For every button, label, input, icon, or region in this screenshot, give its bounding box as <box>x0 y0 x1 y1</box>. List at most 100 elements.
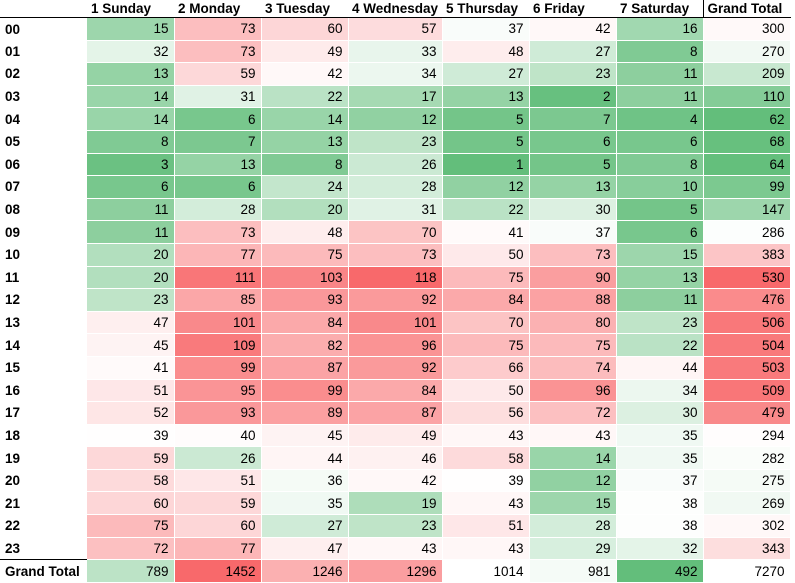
heatmap-cell: 60 <box>261 17 349 41</box>
column-header: 4 Wednesday <box>348 0 443 18</box>
table-row: 05 8 7 13 23 5 6 6 68 <box>0 130 791 154</box>
row-label: 10 <box>5 247 21 263</box>
heatmap-cell: 1 <box>442 153 530 177</box>
row-label: 01 <box>5 43 21 59</box>
heatmap-cell: 73 <box>174 220 262 244</box>
row-label: 03 <box>5 89 21 105</box>
column-total-cell: 492 <box>616 559 704 583</box>
heatmap-cell: 22 <box>261 85 349 109</box>
heatmap-cell: 111 <box>174 266 262 290</box>
heatmap-cell: 57 <box>348 17 443 41</box>
heatmap-cell: 11 <box>616 85 704 109</box>
heatmap-cell: 28 <box>174 198 262 222</box>
heatmap-cell: 48 <box>442 40 530 64</box>
heatmap-cell: 34 <box>616 379 704 403</box>
heatmap-cell: 41 <box>87 356 175 380</box>
heatmap-cell: 43 <box>529 424 617 448</box>
heatmap-cell: 30 <box>529 198 617 222</box>
heatmap-cell: 34 <box>348 62 443 86</box>
row-total-cell: 62 <box>702 107 791 131</box>
row-total-cell: 302 <box>702 514 791 538</box>
heatmap-cell: 28 <box>529 514 617 538</box>
row-total-cell: 147 <box>702 198 791 222</box>
heatmap-cell: 13 <box>174 153 262 177</box>
heatmap-cell: 6 <box>616 220 704 244</box>
heatmap-cell: 23 <box>348 130 443 154</box>
heatmap-cell: 60 <box>87 491 175 516</box>
heatmap-cell: 24 <box>261 175 349 199</box>
heatmap-cell: 51 <box>87 379 175 403</box>
heatmap-cell: 75 <box>529 333 617 357</box>
heatmap-cell: 75 <box>442 333 530 357</box>
heatmap-cell: 28 <box>348 175 443 199</box>
heatmap-cell: 12 <box>348 107 443 131</box>
heatmap-cell: 17 <box>348 85 443 109</box>
heatmap-cell: 42 <box>261 62 349 86</box>
row-label: 16 <box>5 382 21 398</box>
heatmap-cell: 13 <box>442 85 530 109</box>
heatmap-cell: 118 <box>348 266 443 290</box>
heatmap-cell: 22 <box>616 333 704 357</box>
heatmap-cell: 5 <box>442 130 530 154</box>
heatmap-cell: 75 <box>442 266 530 290</box>
heatmap-cell: 11 <box>87 220 175 244</box>
heatmap-cell: 29 <box>529 537 617 561</box>
heatmap-cell: 11 <box>87 198 175 222</box>
heatmap-cell: 74 <box>529 356 617 380</box>
column-total-cell: 981 <box>529 559 617 583</box>
table-row: 02 13 59 42 34 27 23 11 209 <box>0 62 791 86</box>
heatmap-cell: 2 <box>529 85 617 109</box>
heatmap-cell: 73 <box>174 17 262 41</box>
table-row: 08 11 28 20 31 22 30 5 147 <box>0 198 791 222</box>
row-total-cell: 383 <box>702 243 791 267</box>
row-label: 13 <box>5 315 21 331</box>
heatmap-cell: 84 <box>442 288 530 312</box>
row-total-cell: 282 <box>702 446 791 470</box>
row-total-cell: 110 <box>702 85 791 109</box>
column-header-row: 1 Sunday 2 Monday 3 Tuesday 4 Wednesday 5 Th… <box>0 0 791 18</box>
heatmap-cell: 20 <box>261 198 349 222</box>
row-label: 14 <box>5 337 21 353</box>
heatmap-cell: 20 <box>87 243 175 267</box>
heatmap-cell: 10 <box>616 175 704 199</box>
heatmap-cell: 14 <box>261 107 349 131</box>
heatmap-cell: 52 <box>87 401 175 425</box>
row-total-cell: 479 <box>702 401 791 425</box>
heatmap-cell: 96 <box>348 333 443 357</box>
grand-total-header: Grand Total <box>702 0 791 18</box>
heatmap-cell: 8 <box>616 153 704 177</box>
heatmap-cell: 95 <box>174 379 262 403</box>
row-label: 19 <box>5 450 21 466</box>
heatmap-cell: 27 <box>529 40 617 64</box>
heatmap-cell: 46 <box>348 446 443 470</box>
heatmap-cell: 49 <box>261 40 349 64</box>
row-label: 06 <box>5 156 21 172</box>
heatmap-cell: 87 <box>348 401 443 425</box>
heatmap-cell: 31 <box>174 85 262 109</box>
grand-total-cell: 7270 <box>702 559 791 583</box>
table-row: 01 32 73 49 33 48 27 8 270 <box>0 40 791 64</box>
row-total-cell: 209 <box>702 62 791 86</box>
heatmap-cell: 27 <box>261 514 349 538</box>
row-total-cell: 294 <box>702 424 791 448</box>
heatmap-cell: 39 <box>87 424 175 448</box>
heatmap-cell: 43 <box>442 537 530 561</box>
table-row: 11 20 111 103 118 75 90 13 530 <box>0 266 791 290</box>
heatmap-cell: 27 <box>442 62 530 86</box>
heatmap-cell: 75 <box>261 243 349 267</box>
heatmap-cell: 99 <box>261 379 349 403</box>
heatmap-cell: 4 <box>616 107 704 131</box>
heatmap-cell: 60 <box>174 514 262 538</box>
heatmap-cell: 56 <box>442 401 530 425</box>
heatmap-cell: 6 <box>174 175 262 199</box>
heatmap-cell: 7 <box>174 130 262 154</box>
heatmap-cell: 32 <box>87 40 175 64</box>
row-label: 04 <box>5 111 21 127</box>
row-label: 20 <box>5 473 21 489</box>
row-label: 00 <box>5 21 21 37</box>
heatmap-cell: 109 <box>174 333 262 357</box>
heatmap-cell: 80 <box>529 311 617 335</box>
heatmap-cell: 26 <box>174 446 262 470</box>
table-row: 07 6 6 24 28 12 13 10 99 <box>0 175 791 199</box>
